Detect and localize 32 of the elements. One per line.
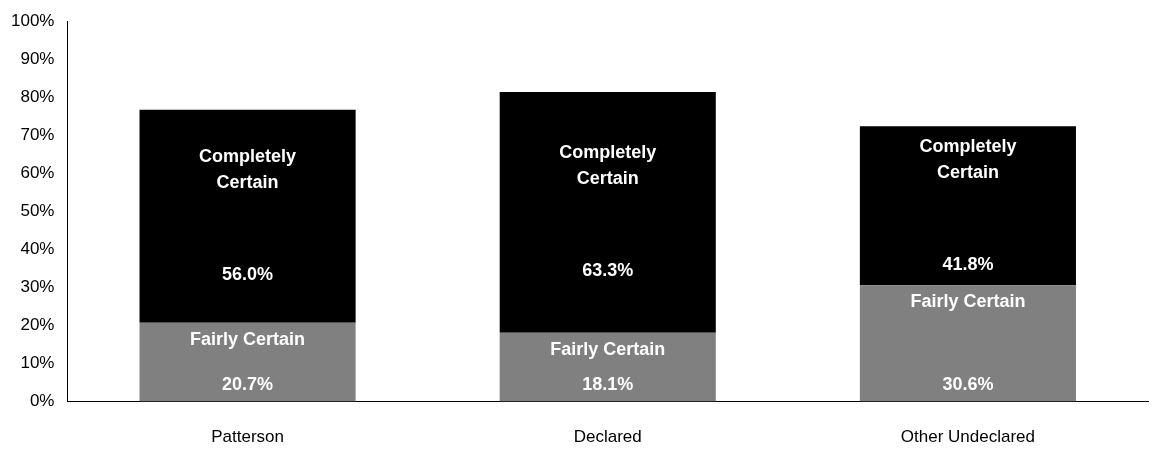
text: Completely Certain <box>199 146 297 193</box>
data-label: 30.6% <box>942 373 994 394</box>
bar <box>499 91 716 333</box>
data-label: 20.7% <box>222 373 274 394</box>
y-tick-label: 20% <box>20 315 55 335</box>
y-tick-label: 90% <box>20 48 55 68</box>
data-label: 56.0% <box>222 264 274 285</box>
y-tick-label: 40% <box>20 239 55 259</box>
bar <box>859 126 1076 286</box>
x-tick-label: Patterson <box>211 427 284 447</box>
bar <box>139 322 356 402</box>
bar <box>499 332 716 402</box>
text: Fairly Certain <box>550 338 666 359</box>
data-label: 18.1% <box>582 373 634 394</box>
y-tick-label: 10% <box>20 353 55 373</box>
y-tick-label: 70% <box>20 125 55 145</box>
x-tick-label: Other Undeclared <box>900 427 1036 447</box>
y-tick-label: 60% <box>20 163 55 183</box>
y-tick-label: 100% <box>11 10 55 30</box>
y-tick-label: 30% <box>20 277 55 297</box>
series-label: Completely Certain <box>919 135 1017 182</box>
text: Fairly Certain <box>910 291 1026 312</box>
data-label: 63.3% <box>582 260 634 281</box>
text: Completely Certain <box>559 142 657 189</box>
x-tick-label: Declared <box>573 427 642 447</box>
bar <box>859 285 1076 402</box>
series-label: Fairly Certain <box>190 328 306 349</box>
data-label: 41.8% <box>942 253 994 274</box>
y-tick-label: 0% <box>29 391 55 411</box>
y-tick-label: 50% <box>20 201 55 221</box>
bar <box>139 109 356 323</box>
y-tick-label: 80% <box>20 86 55 106</box>
